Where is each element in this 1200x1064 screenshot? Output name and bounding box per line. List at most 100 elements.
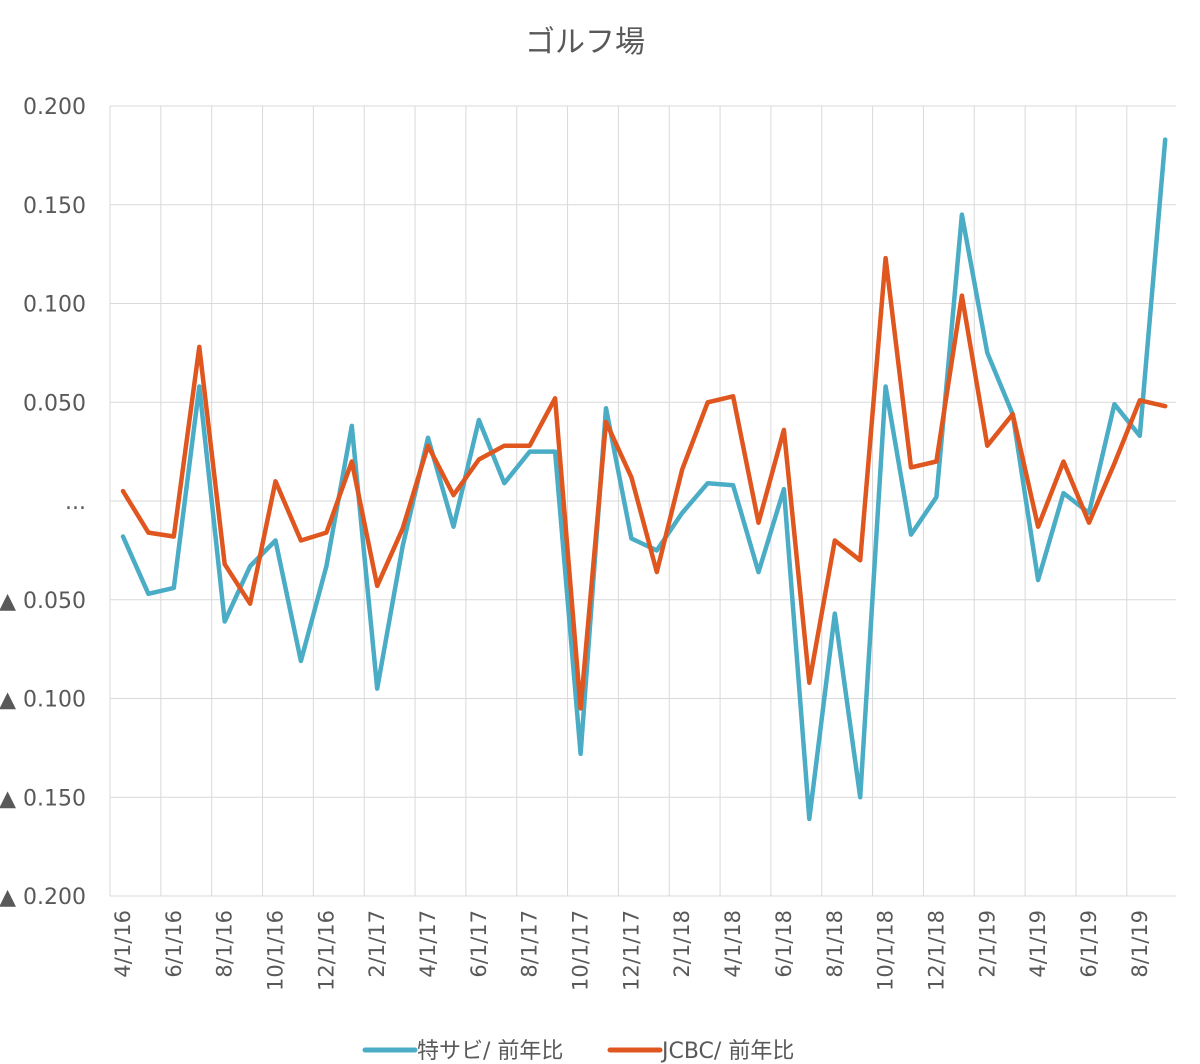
x-axis-ticks: 4/1/16 6/1/16 8/1/16 10/1/16 12/1/16 2/1/17 4/… [111,910,1152,991]
data-point [223,563,226,565]
data-point [223,620,226,623]
data-point [173,587,175,589]
data-point [681,512,684,514]
data-point [528,450,531,453]
data-point [910,533,912,536]
y-tick-label: 0.100 [23,293,86,318]
x-tick-label: 12/1/16 [314,910,338,991]
data-point [325,531,328,534]
data-point [859,796,861,799]
series-lines [120,137,1168,822]
x-tick-label: 10/1/17 [569,910,593,991]
data-point [300,539,302,542]
y-axis-ticks: 0.200 0.150 0.100 0.050... ▲ 0.050 ▲ 0.100 ▲ 0… [0,95,86,910]
y-tick-label: ▲ 0.200 [0,885,86,910]
y-tick-label: ▲ 0.100 [0,688,86,713]
x-tick-label: 2/1/17 [365,910,389,978]
data-point [1037,579,1039,581]
data-point [350,460,353,463]
data-point [757,521,760,524]
x-tick-label: 8/1/18 [823,910,847,978]
x-tick-label: 4/1/18 [721,910,745,978]
x-tick-label: 4/1/16 [111,910,135,978]
data-point [910,466,912,469]
data-point [427,437,429,439]
data-point [1037,525,1039,528]
data-point [783,488,785,490]
data-point [681,468,684,471]
data-point [478,458,480,461]
data-point [1113,403,1116,406]
y-tick-label: 0.050 [23,391,86,416]
chart-title: ゴルフ場 [525,25,645,60]
x-tick-label: 6/1/16 [162,910,186,978]
data-point [808,681,811,684]
data-point [732,395,734,398]
data-point [274,539,277,542]
data-point [503,444,506,447]
y-tick-label: 0.150 [23,194,86,219]
y-tick-label: 0.200 [23,95,86,120]
data-point [401,545,404,548]
x-tick-label: 6/1/19 [1077,910,1101,978]
data-point [325,565,328,567]
data-point [884,385,887,388]
x-tick-label: 8/1/19 [1128,910,1152,978]
x-tick-label: 10/1/16 [264,910,288,991]
data-point [986,444,989,447]
x-tick-label: 2/1/18 [670,910,694,978]
data-point [249,565,251,567]
data-point [961,294,963,297]
y-tick-label: ▲ 0.050 [0,589,86,614]
data-point [833,612,836,615]
data-point [783,429,785,431]
data-point [478,419,480,421]
data-point [147,531,150,534]
data-point [935,496,938,498]
data-point [1062,492,1065,494]
data-point [706,401,709,404]
data-point [300,660,302,662]
data-point [1139,435,1141,437]
x-tick-label: 8/1/17 [518,910,542,978]
x-tick-label: 12/1/17 [619,910,643,991]
data-point [452,494,455,496]
legend-label: JCBC/ 前年比 [660,1039,794,1064]
data-point [1062,460,1065,463]
x-tick-label: 4/1/19 [1026,910,1050,978]
data-point [1139,399,1141,402]
data-point [935,460,938,463]
data-point [173,535,175,538]
data-point [401,527,404,530]
x-tick-label: 2/1/19 [975,910,999,978]
y-tick-label: ▲ 0.150 [0,786,86,811]
data-point [630,476,633,479]
data-point [198,385,201,388]
x-tick-label: 8/1/16 [213,910,237,978]
legend-label: 特サビ/ 前年比 [417,1039,563,1064]
data-point [528,444,531,447]
y-tick-label: ... [65,490,86,515]
x-tick-label: 10/1/18 [874,910,898,991]
data-point [274,480,277,483]
series-line-1 [120,137,1168,822]
data-point [833,539,836,542]
data-point [706,482,709,485]
data-point [656,549,658,552]
data-point [376,585,379,587]
data-point [350,425,353,427]
data-point [859,559,861,562]
data-point [961,213,963,216]
data-point [1113,462,1116,465]
data-point [427,444,429,447]
data-point [630,537,633,540]
data-point [732,484,734,487]
data-point [757,571,760,573]
data-point [1164,138,1167,141]
data-point [1088,512,1090,514]
data-point [198,346,201,348]
data-point [376,687,379,690]
data-point [147,593,150,595]
data-point [122,535,124,538]
